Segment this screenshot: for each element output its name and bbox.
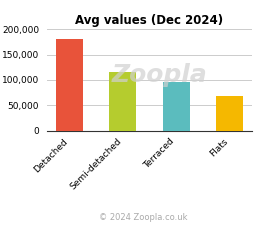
Bar [56, 39, 83, 130]
Bar [163, 82, 190, 130]
Bar [109, 72, 136, 130]
Text: © 2024 Zoopla.co.uk: © 2024 Zoopla.co.uk [99, 214, 187, 223]
Text: Zoopla: Zoopla [112, 63, 208, 87]
Bar [216, 96, 243, 130]
Title: Avg values (Dec 2024): Avg values (Dec 2024) [75, 14, 224, 27]
